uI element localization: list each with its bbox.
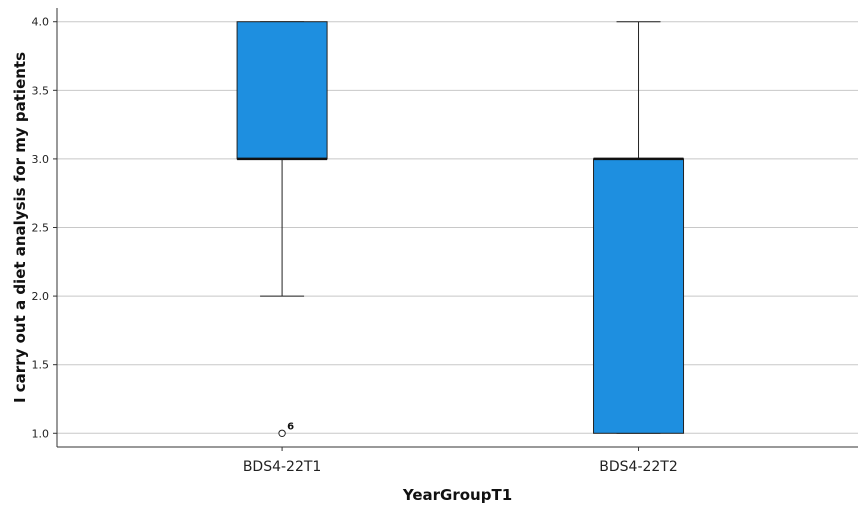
iqr-box: [236, 21, 328, 160]
y-tick-label: 2.5: [32, 222, 50, 235]
outlier-point: [278, 429, 286, 437]
y-tick-label: 1.0: [32, 427, 50, 440]
x-axis-title: YearGroupT1: [402, 486, 512, 504]
x-category-label: BDS4-22T2: [599, 459, 678, 475]
grid-lines: [57, 21, 858, 434]
y-tick-label: 3.5: [32, 84, 50, 97]
y-axis-ticks: 1.0 1.5 2.0 2.5 3.0 3.5 4.0: [32, 16, 57, 440]
outlier-label: 6: [287, 421, 294, 432]
y-tick-label: 4.0: [32, 16, 50, 29]
box-group: 6: [236, 21, 328, 437]
box-series: 6: [236, 21, 685, 437]
x-axis-categories: BDS4-22T1 BDS4-22T2: [243, 447, 678, 475]
y-axis-title: I carry out a diet analysis for my patie…: [11, 52, 29, 403]
y-tick-label: 1.5: [32, 359, 50, 372]
y-tick-label: 3.0: [32, 153, 50, 166]
box-group: [593, 21, 685, 434]
x-category-label: BDS4-22T1: [243, 459, 322, 475]
y-tick-label: 2.0: [32, 290, 50, 303]
iqr-box: [593, 158, 685, 434]
